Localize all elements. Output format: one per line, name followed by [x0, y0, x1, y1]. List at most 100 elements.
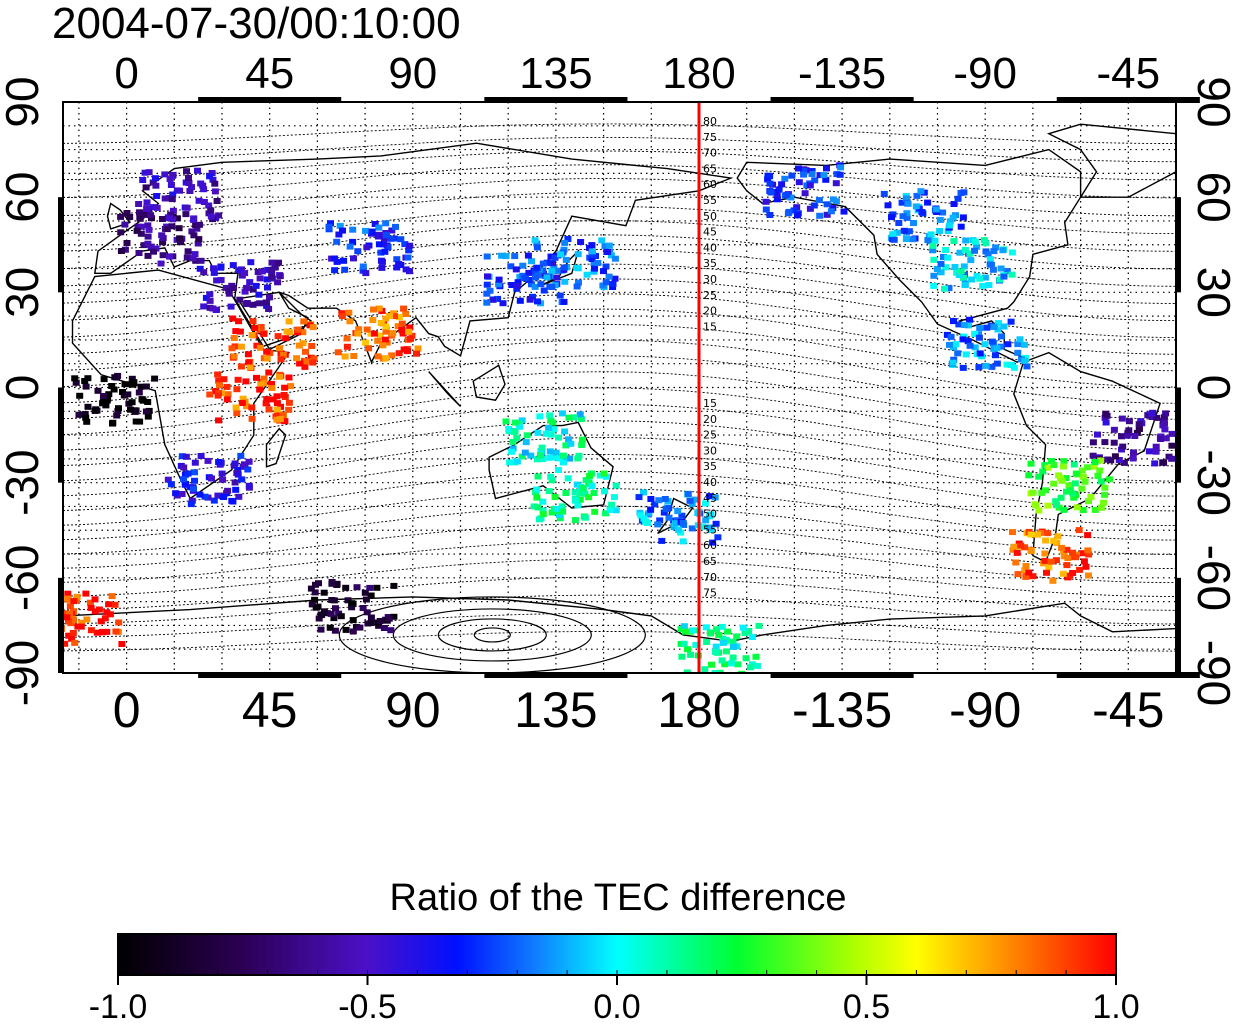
data-cell: [318, 612, 326, 619]
data-cell: [686, 497, 694, 504]
data-cell: [555, 467, 562, 473]
data-cell: [483, 281, 491, 288]
data-cell: [215, 417, 223, 424]
data-cell: [975, 331, 982, 338]
data-cell: [687, 651, 695, 658]
contour-oval: [473, 627, 511, 643]
data-cell: [1070, 461, 1078, 468]
data-cell: [178, 491, 186, 497]
data-cell: [936, 216, 944, 223]
data-cell: [1003, 361, 1011, 368]
data-cell: [979, 282, 987, 289]
data-cell: [495, 281, 503, 288]
data-cell: [64, 595, 72, 602]
data-cell: [808, 171, 816, 177]
data-cell: [588, 248, 596, 255]
data-cell: [244, 466, 252, 473]
data-cell: [997, 333, 1005, 340]
data-cell: [533, 264, 541, 271]
frame-bar-top: [484, 97, 628, 103]
contour-line: [63, 339, 1176, 404]
data-cell: [533, 244, 541, 251]
x-tick-label-bottom: 45: [242, 682, 298, 738]
data-cell: [1101, 491, 1109, 498]
contour-line: [63, 150, 1176, 181]
axis-tick-labels: 0045459090135135180180-135-135-90-90-45-…: [0, 49, 1240, 738]
data-cell: [945, 285, 953, 292]
data-cell: [130, 407, 138, 414]
contour-line: [63, 164, 1176, 199]
data-cell: [1065, 482, 1073, 489]
contour-line: [63, 191, 1176, 235]
data-cell: [144, 413, 152, 420]
data-cell: [264, 266, 272, 273]
data-cell: [246, 279, 254, 286]
data-cell: [1032, 502, 1040, 509]
coastline: [472, 364, 506, 401]
data-cell: [483, 299, 491, 306]
data-cell: [946, 218, 954, 225]
data-cell: [971, 330, 979, 337]
data-cell: [185, 180, 193, 187]
data-cell: [135, 201, 143, 207]
data-cell: [880, 190, 888, 197]
data-cell: [349, 617, 357, 624]
data-cell: [553, 274, 561, 281]
data-cell: [247, 259, 255, 266]
data-cell: [136, 215, 144, 222]
data-cell: [702, 517, 710, 524]
data-cell: [533, 494, 541, 501]
frame-bar-right: [1175, 577, 1181, 673]
data-cell: [711, 494, 719, 501]
data-cell: [1059, 570, 1067, 577]
data-cell: [539, 498, 547, 505]
frame-bar-bottom: [484, 672, 628, 678]
data-cell: [1152, 443, 1160, 450]
data-cell: [524, 252, 532, 259]
data-cell: [126, 214, 134, 220]
data-cell: [249, 318, 257, 325]
data-cell: [87, 627, 95, 634]
contour-line: [63, 293, 1176, 355]
data-cell: [942, 264, 950, 271]
data-cell: [338, 313, 346, 320]
colorbar-tick-label: 0.5: [843, 988, 890, 1024]
data-cell: [608, 501, 616, 508]
x-tick-label-top: 45: [245, 49, 294, 98]
data-cell: [345, 309, 353, 316]
data-cell: [836, 171, 844, 178]
data-cell: [547, 417, 555, 424]
data-cell: [380, 241, 387, 248]
frame-bar-left: [58, 577, 64, 673]
data-cell: [200, 199, 208, 205]
data-cell: [748, 634, 756, 640]
contour-label-north: 40: [703, 241, 717, 254]
data-cell: [246, 364, 254, 371]
data-cell: [242, 378, 250, 385]
y-tick-label-left: -60: [0, 545, 48, 611]
data-cell: [180, 464, 188, 471]
data-cell: [183, 168, 190, 175]
data-cell: [534, 504, 542, 511]
data-cell: [354, 330, 362, 337]
contour-line: [63, 505, 1176, 555]
data-cell: [903, 195, 910, 202]
data-cell: [388, 227, 396, 234]
data-cell: [117, 248, 125, 254]
data-cell: [994, 326, 1002, 333]
data-cell: [390, 582, 398, 589]
data-cell: [949, 359, 957, 366]
data-cell: [1044, 502, 1052, 509]
data-cell: [1052, 557, 1060, 564]
data-cell: [931, 237, 939, 244]
data-cell: [542, 430, 550, 437]
data-cell: [392, 223, 399, 230]
data-cell: [117, 213, 125, 220]
data-cell: [895, 220, 903, 226]
data-cell: [299, 329, 307, 336]
data-cell: [152, 175, 159, 182]
data-cell: [413, 350, 420, 357]
coastlines: [63, 123, 1176, 673]
data-cell: [214, 371, 222, 378]
data-cell: [532, 274, 540, 281]
